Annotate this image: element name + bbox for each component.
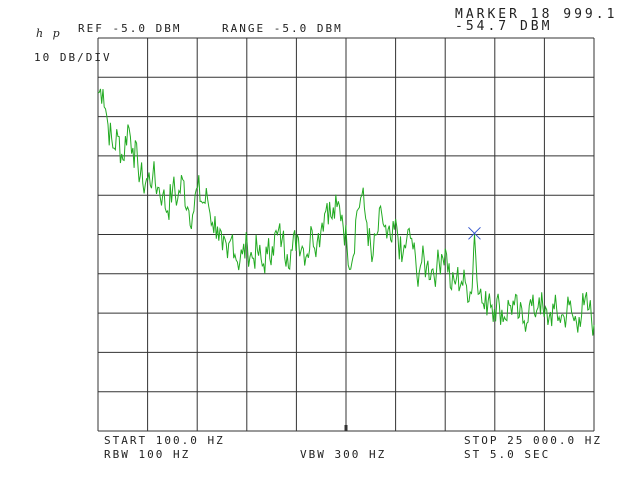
- marker-x-icon: [468, 226, 481, 240]
- graticule: [97, 37, 595, 432]
- marker-frequency-readout: MARKER 18 999.1: [455, 7, 618, 22]
- edge-ticks: [102, 234, 590, 431]
- vbw-label: VBW 300 HZ: [300, 448, 387, 461]
- marker-level-readout: -54.7 DBM: [455, 19, 553, 34]
- marker-stroke: [468, 226, 481, 240]
- stop-frequency-label: STOP 25 000.0 HZ: [464, 434, 602, 447]
- range-label: RANGE -5.0 DBM: [222, 22, 343, 35]
- rbw-label: RBW 100 HZ: [104, 448, 191, 461]
- start-frequency-label: START 100.0 HZ: [104, 434, 225, 447]
- reference-level-label: REF -5.0 DBM: [78, 22, 182, 35]
- sweep-time-label: ST 5.0 SEC: [464, 448, 551, 461]
- hp-logo: h p: [36, 27, 63, 40]
- spectrum-trace: [97, 88, 595, 336]
- scale-label: 10 DB/DIV: [34, 51, 112, 64]
